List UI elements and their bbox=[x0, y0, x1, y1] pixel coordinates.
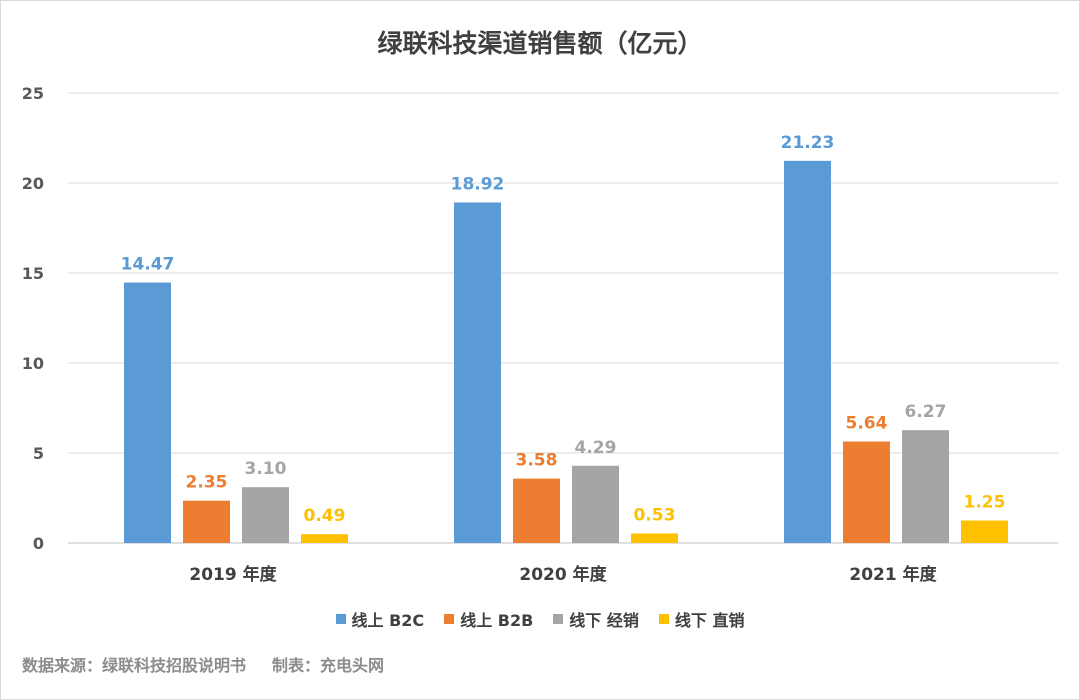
legend-swatch bbox=[335, 614, 346, 624]
legend-swatch bbox=[553, 614, 564, 624]
y-tick-label: 15 bbox=[22, 264, 44, 283]
maker-note: 制表：充电头网 bbox=[272, 656, 385, 675]
data-label: 3.10 bbox=[245, 459, 287, 479]
data-label: 14.47 bbox=[121, 255, 175, 275]
footer: 数据来源：绿联科技招股说明书 制表：充电头网 bbox=[22, 652, 384, 676]
data-label: 0.53 bbox=[634, 505, 676, 525]
data-label: 1.25 bbox=[964, 493, 1006, 513]
legend-label: 线上 B2B bbox=[460, 611, 534, 630]
legend-item: 线上 B2B bbox=[444, 607, 533, 631]
x-tick-label: 2019 年度 bbox=[189, 564, 277, 585]
legend-item: 线下 经销 bbox=[553, 607, 639, 631]
bar bbox=[513, 478, 560, 543]
legend-item: 线下 直销 bbox=[658, 607, 745, 631]
chart-title: 绿联科技渠道销售额（亿元） bbox=[377, 29, 703, 58]
bar bbox=[784, 160, 831, 544]
bar bbox=[961, 520, 1008, 543]
bar bbox=[902, 430, 949, 543]
bar bbox=[124, 282, 171, 543]
bar bbox=[183, 500, 230, 543]
y-tick-label: 10 bbox=[22, 354, 44, 373]
legend-label: 线下 经销 bbox=[569, 611, 639, 630]
source-note: 数据来源：绿联科技招股说明书 bbox=[22, 656, 247, 675]
legend-item: 线上 B2C bbox=[335, 607, 425, 631]
x-tick-label: 2021 年度 bbox=[849, 564, 937, 585]
data-label: 21.23 bbox=[781, 133, 835, 153]
y-tick-label: 25 bbox=[22, 84, 44, 103]
bar bbox=[454, 202, 501, 543]
data-label: 5.64 bbox=[846, 413, 888, 433]
data-label: 3.58 bbox=[516, 451, 558, 471]
data-label: 2.35 bbox=[186, 473, 228, 493]
data-label: 4.29 bbox=[575, 438, 617, 458]
bar bbox=[242, 487, 289, 543]
legend-label: 线下 直销 bbox=[674, 611, 745, 630]
legend-label: 线上 B2C bbox=[351, 611, 425, 630]
bar bbox=[843, 441, 890, 543]
bar bbox=[301, 534, 348, 543]
y-tick-label: 20 bbox=[22, 174, 44, 193]
data-label: 18.92 bbox=[451, 174, 505, 194]
x-tick-label: 2020 年度 bbox=[519, 564, 607, 585]
bar bbox=[631, 533, 678, 543]
legend-swatch bbox=[658, 614, 669, 624]
bar bbox=[572, 465, 619, 543]
y-tick-label: 0 bbox=[33, 534, 44, 553]
chart-legend: 线上 B2C 线上 B2B 线下 经销 线下 直销 bbox=[0, 607, 1080, 631]
legend-swatch bbox=[444, 614, 455, 624]
y-tick-label: 5 bbox=[33, 444, 44, 463]
data-label: 6.27 bbox=[905, 402, 947, 422]
data-label: 0.49 bbox=[304, 506, 346, 526]
